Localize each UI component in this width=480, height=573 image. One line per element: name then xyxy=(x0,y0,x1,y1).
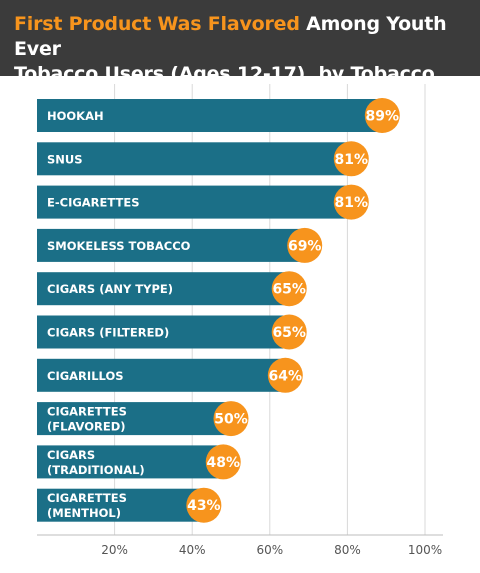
value-badge xyxy=(333,141,369,177)
x-tick-label: 100% xyxy=(408,543,442,557)
chart-title-line-1: First Product Was Flavored Among Youth E… xyxy=(14,12,466,62)
data-label: 43% xyxy=(187,498,221,514)
bar-category-label: (TRADITIONAL) xyxy=(47,463,145,477)
bar-chart-svg: 20% 40% 60% 80% 100% HOOKAH 89% SNUS 81% E-CIGARE… xyxy=(37,84,443,557)
bar xyxy=(37,488,204,522)
bar xyxy=(37,402,231,436)
value-badge xyxy=(267,357,303,393)
bar-category-label: CIGARS xyxy=(47,448,95,462)
value-badge xyxy=(287,227,323,263)
chart-title-accent: First Product Was Flavored xyxy=(14,13,300,35)
value-badge xyxy=(213,401,249,437)
x-tick-label: 60% xyxy=(256,543,283,557)
data-label: 64% xyxy=(269,368,303,384)
bar-category-label: HOOKAH xyxy=(47,109,104,123)
bar xyxy=(37,272,290,306)
x-tick-label: 20% xyxy=(101,543,128,557)
bar xyxy=(37,228,305,262)
bar xyxy=(37,315,290,349)
value-badge xyxy=(271,314,307,350)
value-badge xyxy=(205,444,241,480)
bar xyxy=(37,185,352,219)
bar xyxy=(37,142,352,176)
data-label: 50% xyxy=(214,412,248,428)
value-badge xyxy=(333,184,369,220)
bar-chart: 20% 40% 60% 80% 100% HOOKAH 89% SNUS 81% E-CIGARE… xyxy=(0,76,480,573)
data-label: 65% xyxy=(272,325,306,341)
bar-category-label: CIGARILLOS xyxy=(47,369,124,383)
bar-category-label: (MENTHOL) xyxy=(47,506,121,520)
bar-category-label: CIGARS (ANY TYPE) xyxy=(47,282,173,296)
bar-category-label: CIGARETTES xyxy=(47,405,127,419)
bar-category-label: SMOKELESS TOBACCO xyxy=(47,239,191,253)
bar-category-label: CIGARETTES xyxy=(47,491,127,505)
data-label: 81% xyxy=(335,195,369,211)
x-tick-label: 40% xyxy=(179,543,206,557)
bar xyxy=(37,358,286,392)
data-label: 48% xyxy=(206,455,240,471)
chart-header: First Product Was Flavored Among Youth E… xyxy=(0,0,480,110)
value-badge xyxy=(271,271,307,307)
bar-category-label: E-CIGARETTES xyxy=(47,196,140,210)
data-label: 69% xyxy=(288,238,322,254)
bar-category-label: (FLAVORED) xyxy=(47,420,126,434)
bar xyxy=(37,445,224,479)
bar-category-label: SNUS xyxy=(47,152,83,166)
chart-title-rest: Among Youth Ever xyxy=(14,13,447,60)
bar xyxy=(37,99,383,132)
x-tick-label: 80% xyxy=(334,543,361,557)
value-badge xyxy=(186,487,222,523)
value-badge xyxy=(364,98,400,133)
data-label: 81% xyxy=(335,152,369,168)
data-label: 89% xyxy=(366,109,400,125)
data-label: 65% xyxy=(272,282,306,298)
bar-category-label: CIGARS (FILTERED) xyxy=(47,326,169,340)
footnote-marker: 9 xyxy=(96,92,104,103)
